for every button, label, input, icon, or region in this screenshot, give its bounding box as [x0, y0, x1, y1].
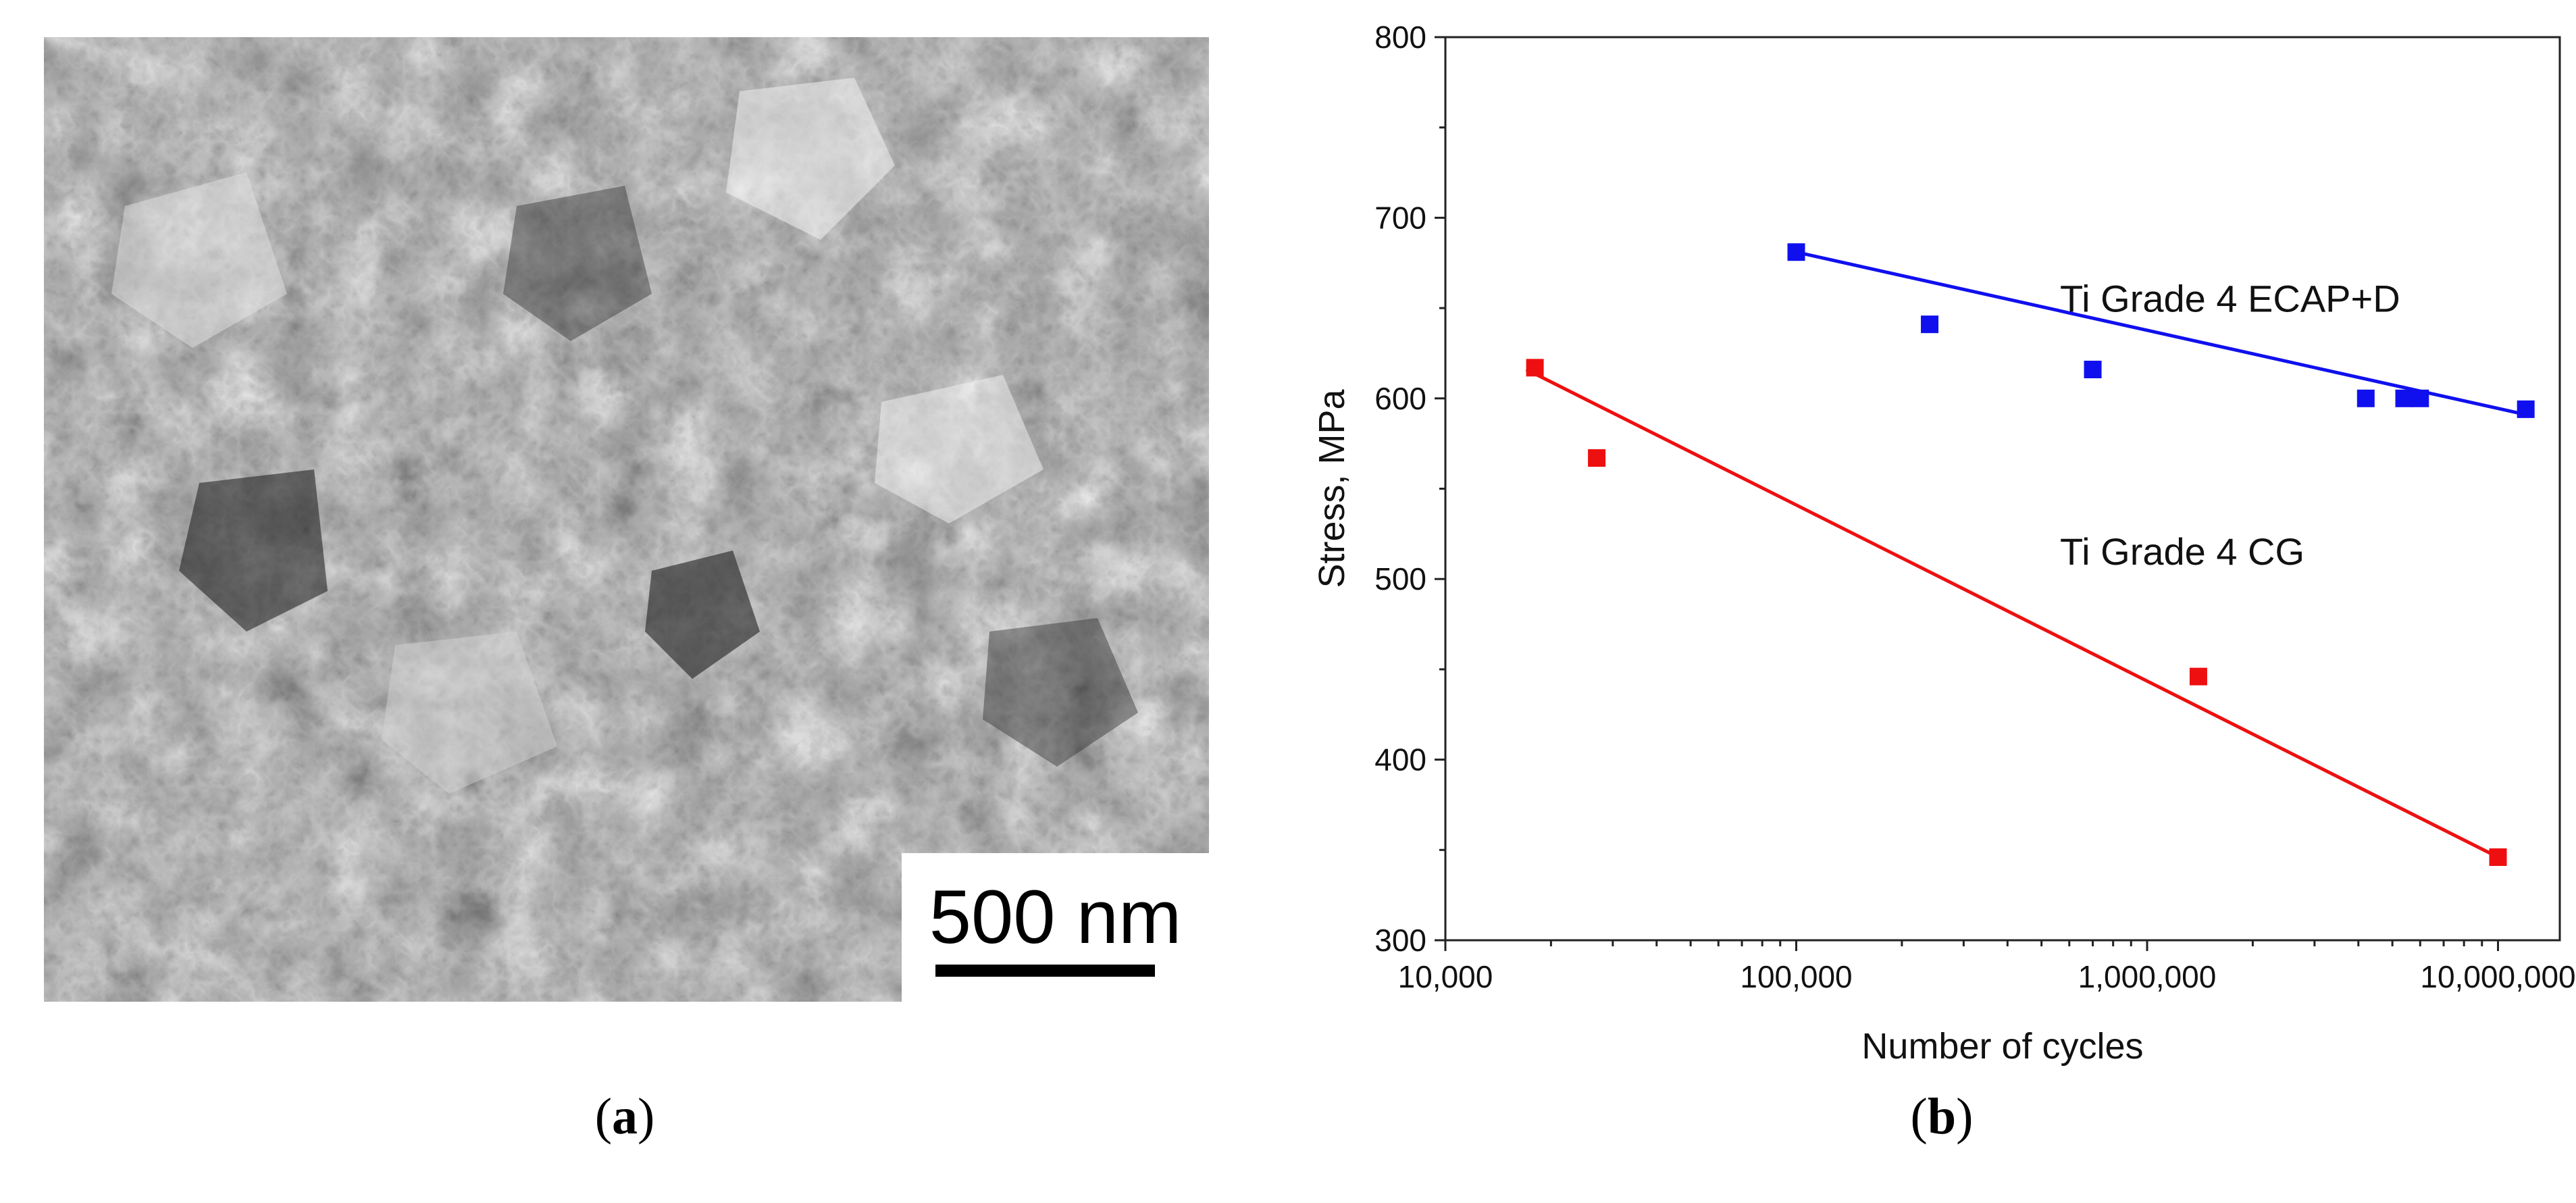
scale-bar-label: 500 nm	[929, 875, 1182, 959]
x-tick-label: 1,000,000	[2078, 959, 2217, 994]
y-tick-label: 300	[1374, 923, 1426, 958]
x-tick-label: 10,000,000	[2420, 959, 2575, 994]
data-point-series-1	[2489, 848, 2507, 866]
data-point-series-0	[1921, 315, 1939, 334]
chart-labels: Number of cycles Stress, MPa Ti Grade 4 EC…	[1312, 277, 2400, 1067]
caption-b-letter: b	[1927, 1088, 1957, 1145]
x-tick-label: 10,000	[1398, 959, 1493, 994]
caption-b: (b)	[1910, 1088, 1974, 1145]
caption-a: (a)	[594, 1088, 655, 1145]
scale-bar-box: 500 nm	[902, 853, 1209, 1002]
data-point-series-0	[2084, 361, 2102, 379]
trend-lines	[1525, 250, 2527, 859]
caption-a-letter: a	[612, 1088, 638, 1145]
data-point-series-1	[2189, 667, 2207, 686]
data-point-series-0	[2356, 389, 2375, 407]
series-label-ecap: Ti Grade 4 ECAP+D	[2060, 277, 2400, 319]
x-axis-title: Number of cycles	[1861, 1026, 2143, 1067]
y-axis-title: Stress, MPa	[1312, 388, 1352, 588]
data-point-series-1	[1588, 449, 1606, 467]
y-tick-label: 800	[1374, 20, 1426, 55]
data-point-series-0	[2411, 389, 2429, 407]
y-tick-label: 700	[1374, 200, 1426, 235]
data-point-series-0	[2395, 389, 2413, 407]
micrograph-texture	[44, 37, 1209, 1002]
trend-line-1	[1525, 367, 2499, 859]
series-label-cg: Ti Grade 4 CG	[2060, 530, 2304, 573]
chart-axes: 300 400 500 600 700 800 10,000 100,000 1,000,000…	[1374, 20, 2575, 994]
y-tick-label: 400	[1374, 742, 1426, 777]
x-tick-label: 100,000	[1740, 959, 1852, 994]
data-point-series-0	[1787, 243, 1805, 261]
data-point-series-1	[1526, 359, 1544, 377]
micrograph-image: 500 nm	[44, 37, 1209, 1002]
y-tick-label: 500	[1374, 561, 1426, 596]
trend-line-0	[1795, 250, 2527, 417]
data-points	[1526, 243, 2535, 866]
scale-bar	[935, 965, 1155, 977]
y-tick-label: 600	[1374, 381, 1426, 416]
data-point-series-0	[2517, 400, 2535, 418]
